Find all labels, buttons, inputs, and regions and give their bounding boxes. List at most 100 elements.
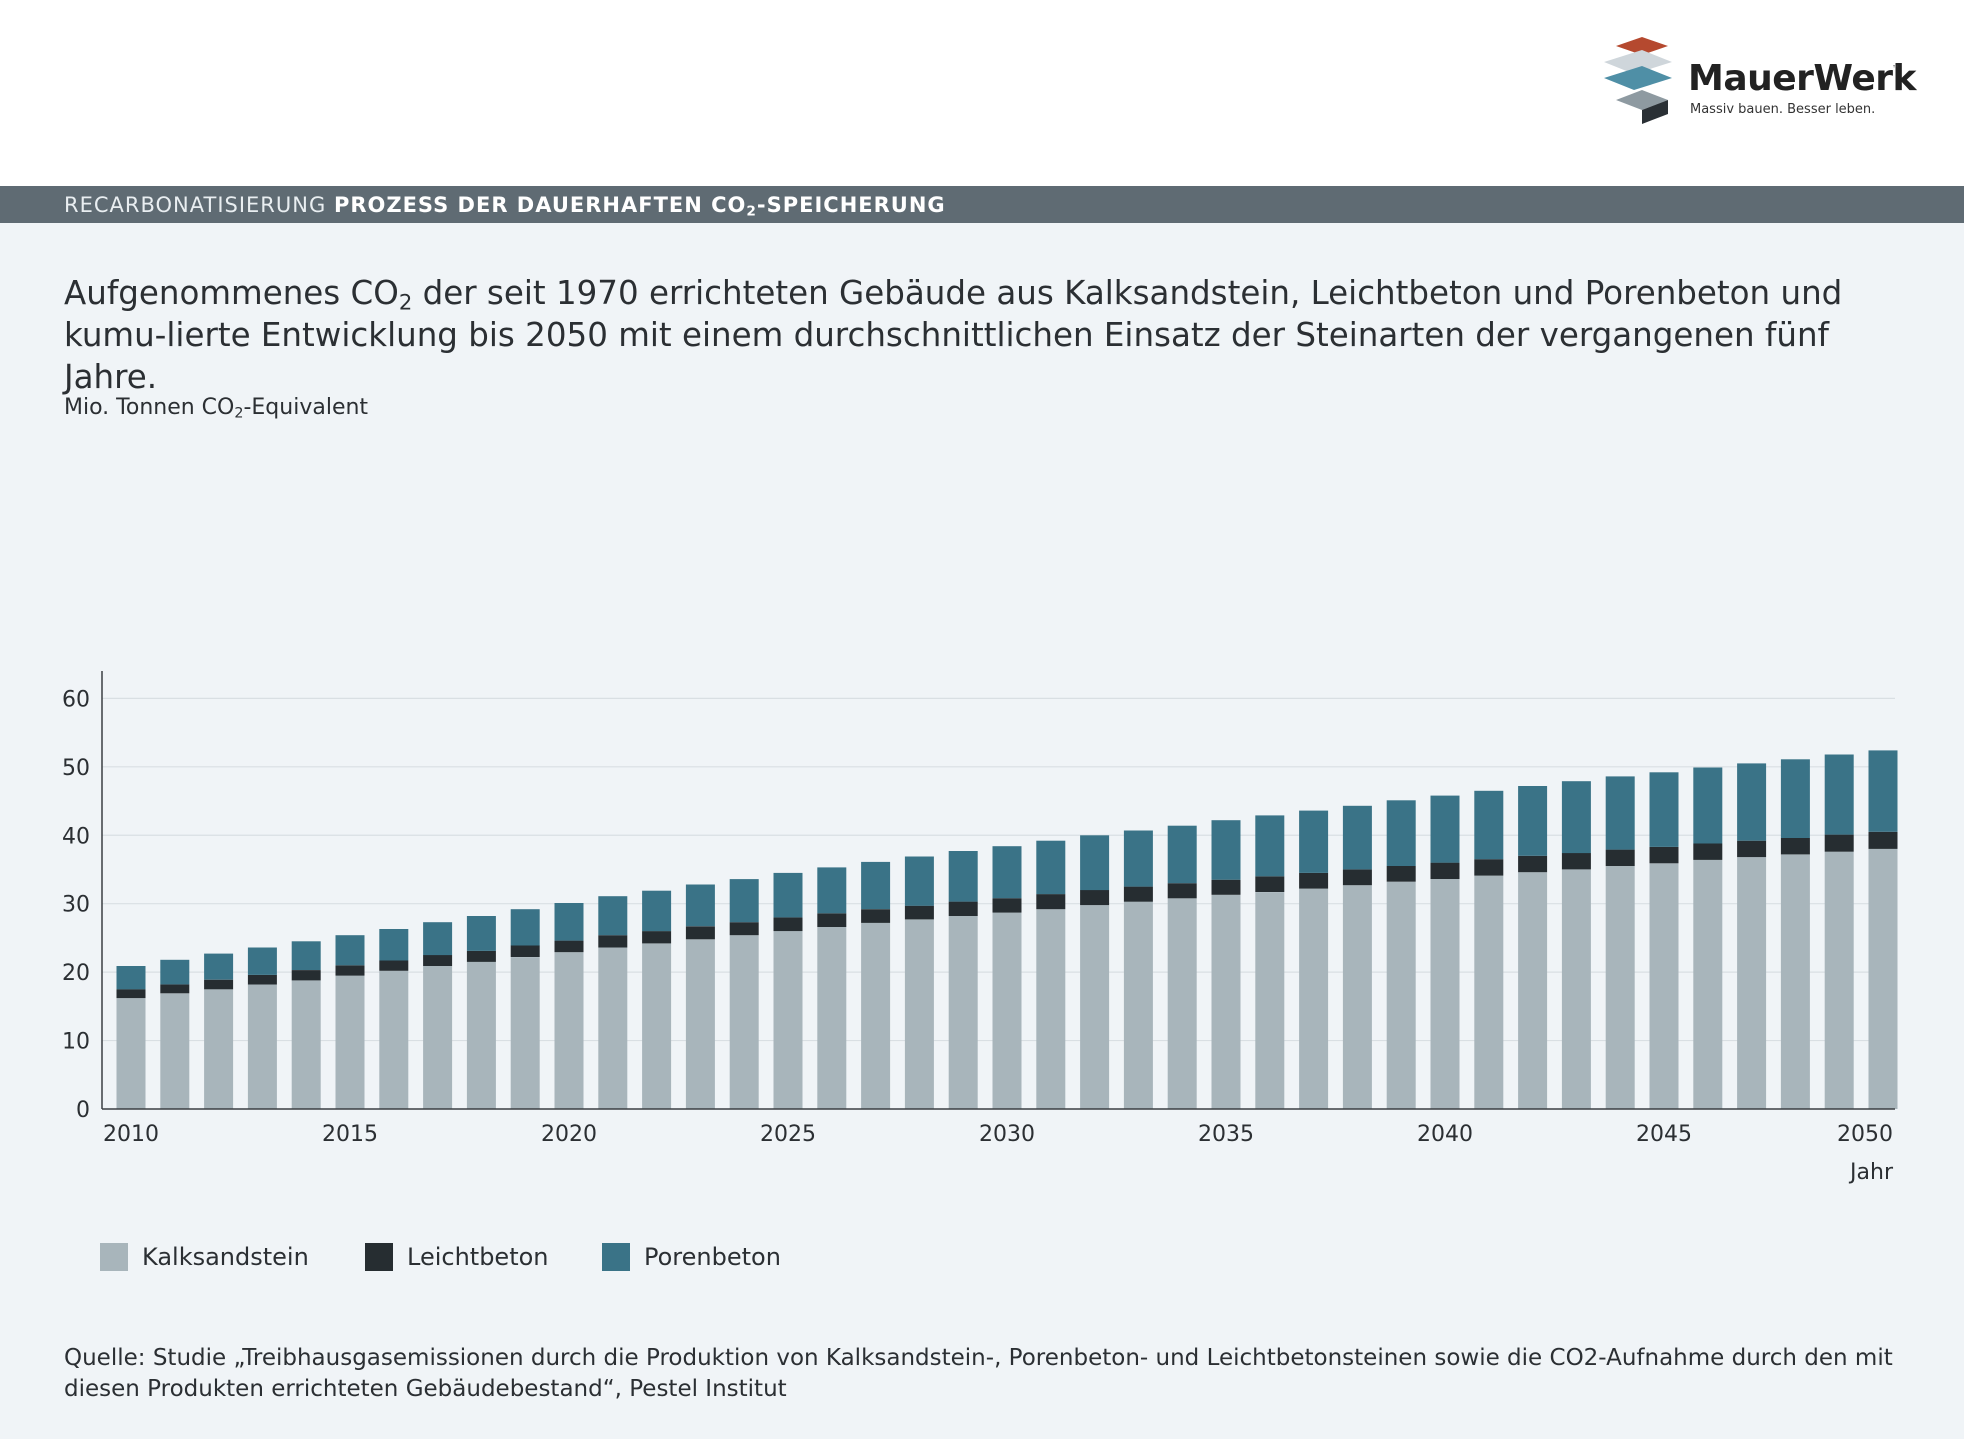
bar-kalksandstein-2028 [904,919,934,1109]
bar-porenbeton-2015 [335,935,365,966]
bar-porenbeton-2034 [1167,825,1197,884]
bar-kalksandstein-2015 [335,975,365,1109]
bar-kalksandstein-2038 [1342,885,1372,1109]
bar-leichtbeton-2030 [992,898,1022,913]
bar-leichtbeton-2015 [335,965,365,976]
bar-kalksandstein-2037 [1299,888,1329,1109]
bar-kalksandstein-2046 [1693,859,1723,1109]
bar-porenbeton-2046 [1693,767,1723,844]
bar-leichtbeton-2031 [1036,894,1066,910]
bar-kalksandstein-2031 [1036,909,1066,1109]
bar-porenbeton-2021 [598,896,628,936]
banner-bold-post: -SPEICHERUNG [756,193,946,217]
y-tick-label-20: 20 [62,961,90,986]
bar-porenbeton-2030 [992,846,1022,899]
bar-kalksandstein-2039 [1386,881,1416,1109]
bar-kalksandstein-2016 [379,970,409,1109]
bar-leichtbeton-2049 [1824,834,1854,852]
y-tick-label-10: 10 [62,1030,90,1055]
bar-leichtbeton-2014 [291,970,321,981]
banner-title: RECARBONATISIERUNG PROZESS DER DAUERHAFT… [64,193,946,220]
x-tick-label-2030: 2030 [979,1122,1035,1147]
bar-porenbeton-2045 [1649,772,1679,847]
bar-kalksandstein-2030 [992,912,1022,1109]
bar-porenbeton-2026 [817,867,847,914]
x-tick-label-2035: 2035 [1198,1122,1254,1147]
chart-subtitle: Aufgenommenes CO2 der seit 1970 errichte… [64,272,1904,398]
bar-leichtbeton-2011 [160,984,190,994]
logo-stack-icon [1604,37,1672,124]
bar-porenbeton-2047 [1737,763,1767,841]
bar-kalksandstein-2044 [1605,866,1635,1109]
bar-kalksandstein-2023 [685,939,715,1109]
bar-porenbeton-2023 [685,884,715,927]
bar-porenbeton-2014 [291,941,321,970]
bar-leichtbeton-2050 [1868,831,1898,849]
bar-porenbeton-2038 [1342,805,1372,870]
legend-label-leichtbeton: Leichtbeton [407,1243,549,1271]
bar-leichtbeton-2046 [1693,843,1723,860]
bar-kalksandstein-2022 [642,943,672,1109]
bar-kalksandstein-2026 [817,927,847,1109]
bar-leichtbeton-2041 [1474,859,1504,876]
subtitle-sub: 2 [398,289,413,315]
bar-porenbeton-2010 [116,966,146,990]
bar-leichtbeton-2020 [554,940,584,953]
bar-kalksandstein-2045 [1649,863,1679,1109]
y-tick-label-40: 40 [62,824,90,849]
bar-leichtbeton-2021 [598,935,628,948]
legend-swatch-porenbeton [602,1243,630,1271]
subtitle-part1: Aufgenommenes CO [64,274,399,312]
bar-kalksandstein-2043 [1561,869,1591,1109]
bar-leichtbeton-2047 [1737,840,1767,858]
banner-bold-sub: 2 [746,203,757,220]
banner-bold-pre: PROZESS DER DAUERHAFTEN CO [333,193,747,217]
bar-porenbeton-2012 [204,953,234,980]
y-axis-unit-label: Mio. Tonnen CO2-Equivalent [64,395,368,421]
bar-leichtbeton-2039 [1386,866,1416,882]
bar-kalksandstein-2040 [1430,879,1460,1109]
bar-porenbeton-2037 [1299,810,1329,873]
y-tick-label-60: 60 [62,687,90,712]
bar-kalksandstein-2024 [729,935,759,1109]
bar-porenbeton-2048 [1780,759,1810,838]
banner-bold: PROZESS DER DAUERHAFTEN CO2-SPEICHERUNG [333,193,946,220]
bar-leichtbeton-2040 [1430,862,1460,879]
bar-kalksandstein-2013 [247,984,277,1109]
y-tick-label-50: 50 [62,756,90,781]
bar-kalksandstein-2042 [1518,872,1548,1109]
bar-porenbeton-2044 [1605,776,1635,850]
bar-porenbeton-2032 [1080,835,1110,891]
bar-leichtbeton-2023 [685,926,715,940]
section-banner: RECARBONATISIERUNG PROZESS DER DAUERHAFT… [0,186,1964,223]
bar-leichtbeton-2033 [1123,886,1153,902]
bar-kalksandstein-2027 [861,922,891,1109]
bar-leichtbeton-2043 [1561,853,1591,870]
bar-porenbeton-2018 [466,916,496,951]
bar-leichtbeton-2019 [510,945,540,957]
x-tick-label-2015: 2015 [322,1122,378,1147]
bar-kalksandstein-2017 [423,966,453,1109]
bar-porenbeton-2017 [423,922,453,956]
bar-leichtbeton-2018 [466,950,496,962]
bar-kalksandstein-2050 [1868,848,1898,1109]
bar-leichtbeton-2042 [1518,855,1548,873]
bar-porenbeton-2027 [861,861,891,910]
logo-tagline: Massiv bauen. Besser leben. [1690,102,1876,117]
bar-porenbeton-2035 [1211,820,1241,880]
y-tick-label-30: 30 [62,893,90,918]
bar-leichtbeton-2032 [1080,890,1110,906]
unit-pre: Mio. Tonnen CO [64,395,235,420]
bar-kalksandstein-2036 [1255,892,1285,1109]
bar-porenbeton-2020 [554,903,584,941]
bar-kalksandstein-2020 [554,952,584,1109]
bar-porenbeton-2050 [1868,750,1898,832]
bar-porenbeton-2033 [1123,830,1153,887]
chart-panel: Aufgenommenes CO2 der seit 1970 errichte… [0,223,1964,1439]
bar-leichtbeton-2010 [116,989,146,999]
banner-prefix: RECARBONATISIERUNG [64,193,327,217]
bar-kalksandstein-2021 [598,947,628,1109]
bar-kalksandstein-2041 [1474,875,1504,1109]
bar-porenbeton-2041 [1474,790,1504,860]
legend-swatch-kalksandstein [100,1243,128,1271]
